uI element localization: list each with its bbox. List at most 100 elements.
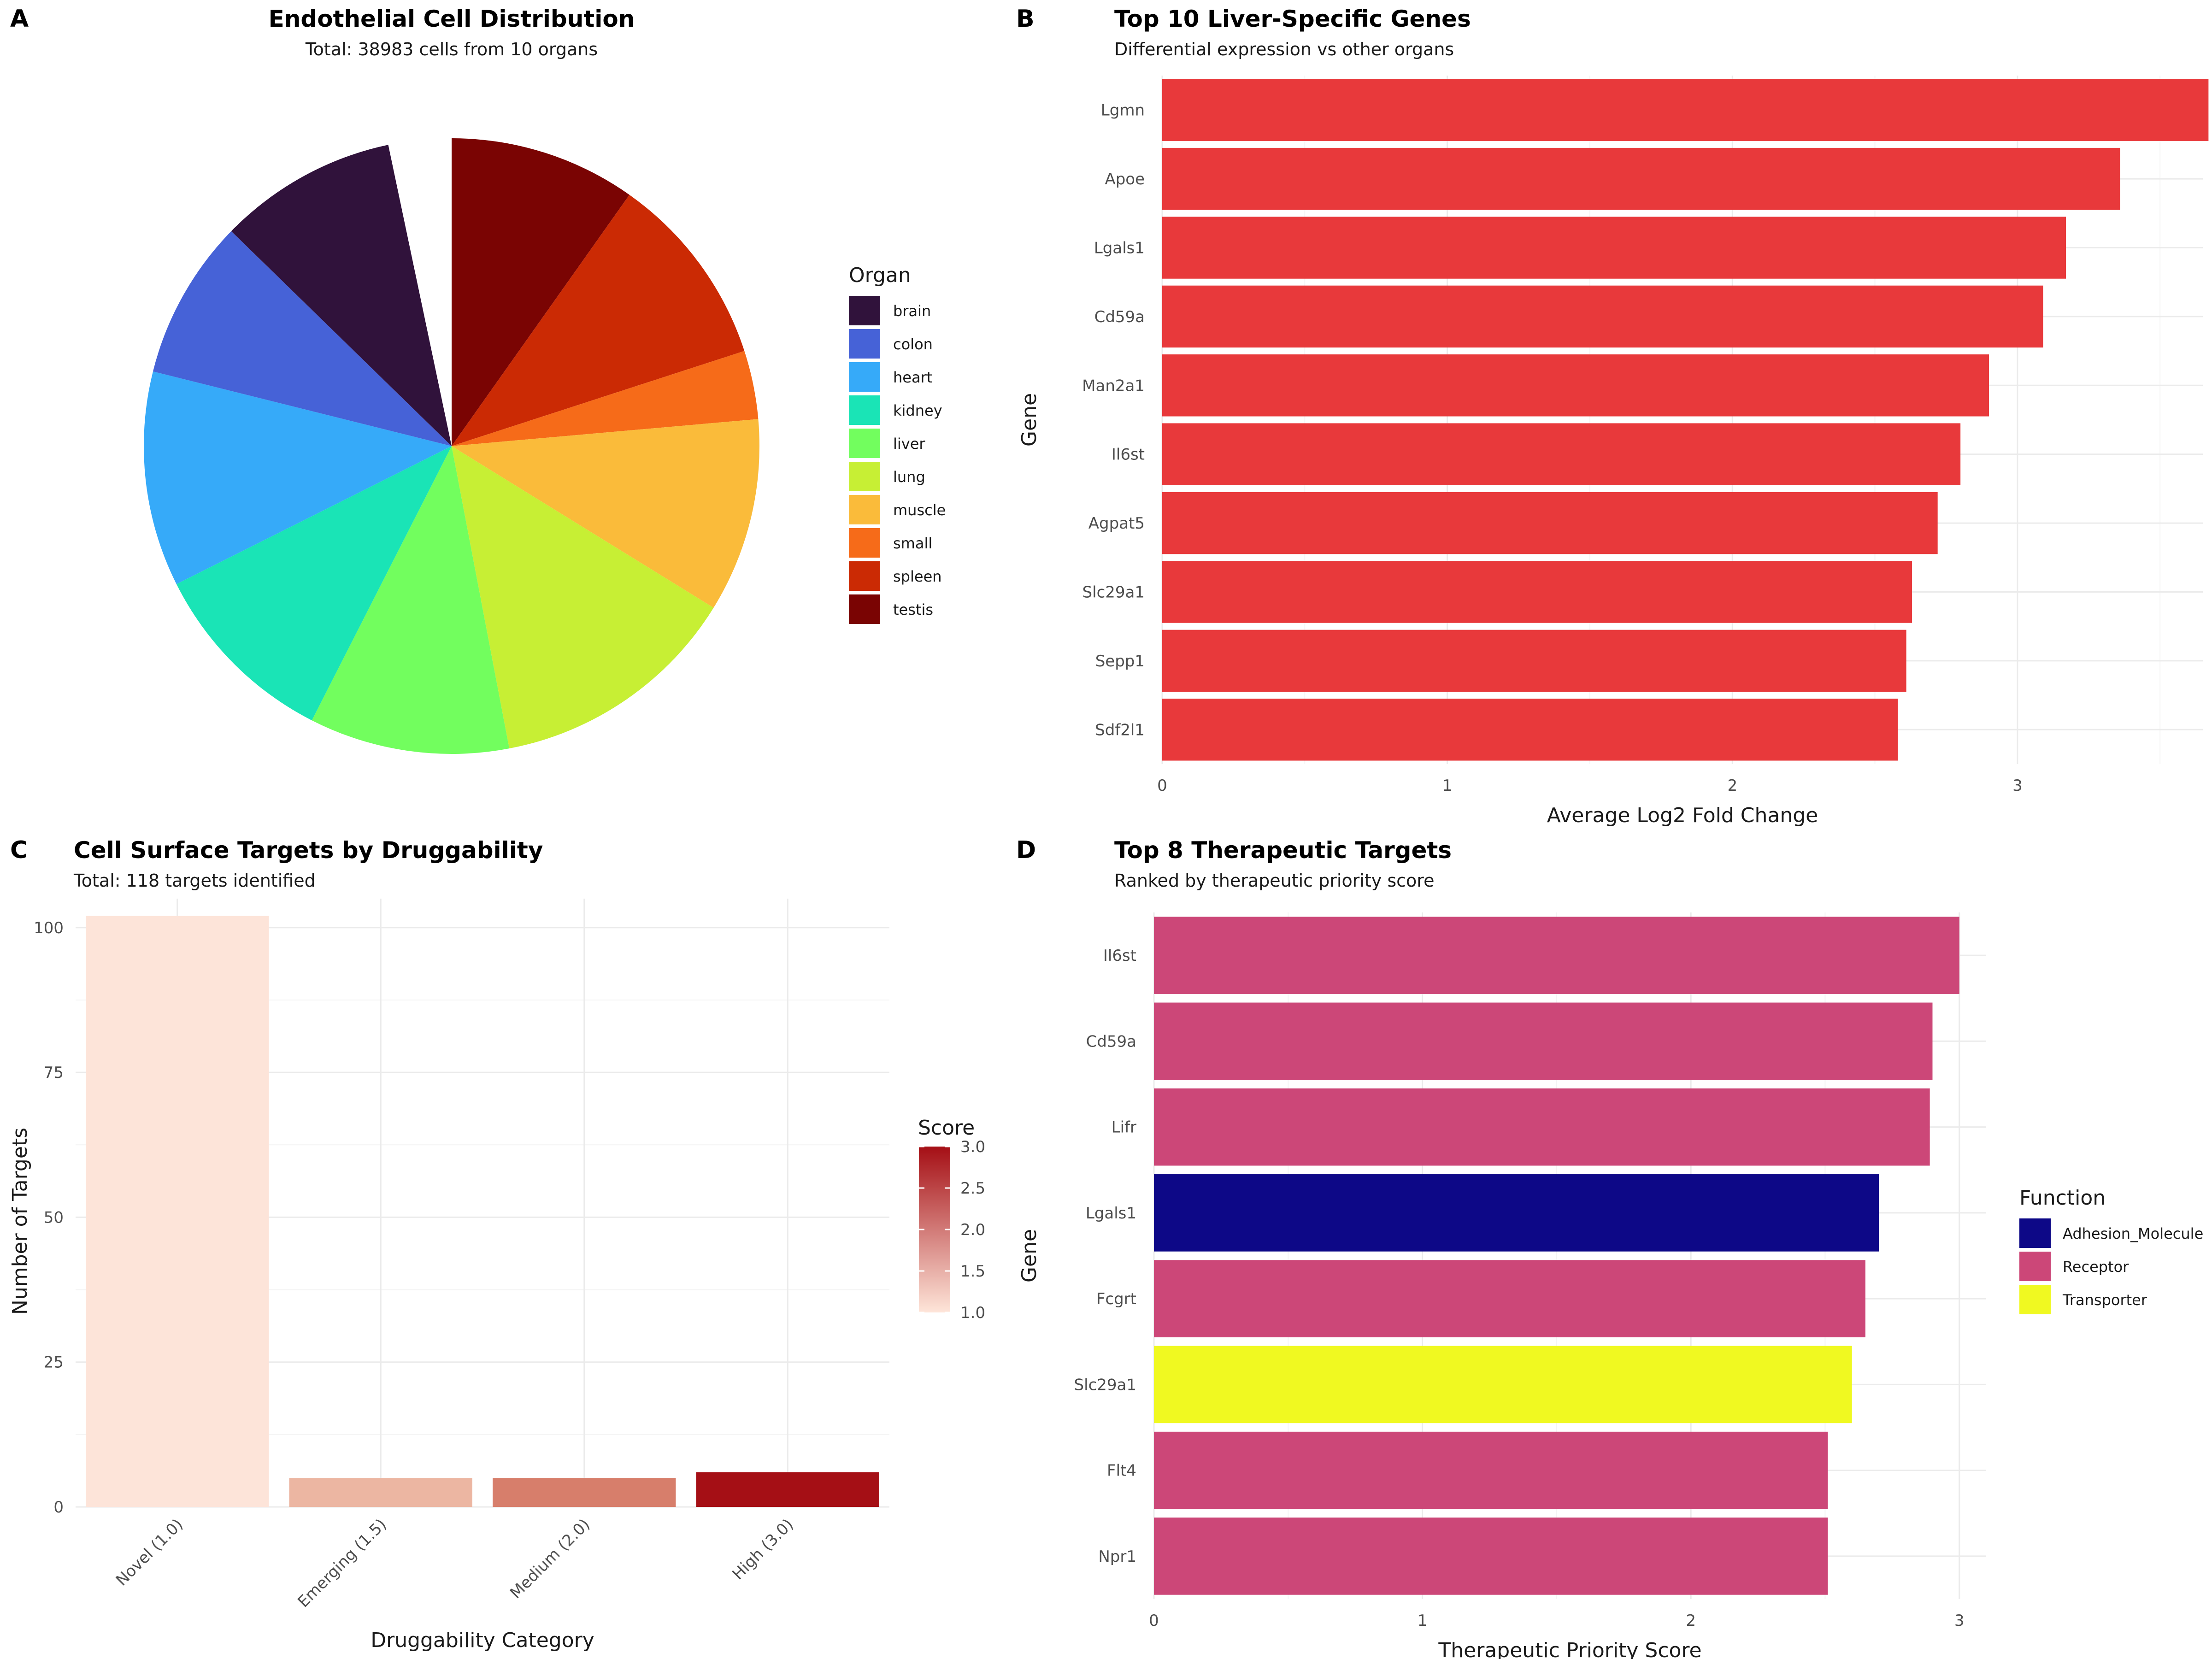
targets-y-axis-label: Gene xyxy=(1018,1229,1041,1282)
drug-x-tick-label: High (3.0) xyxy=(729,1515,797,1583)
panel-a-tag: A xyxy=(10,5,29,33)
legend-swatch-small xyxy=(849,528,880,558)
genes-y-tick-label: Cd59a xyxy=(1094,308,1145,326)
legend-label-testis: testis xyxy=(893,601,933,618)
panel-c-tag: C xyxy=(10,836,28,864)
legend-label-colon: colon xyxy=(893,335,933,353)
drug-bar-novel-1-0 xyxy=(86,916,269,1507)
drug-y-tick-label: 75 xyxy=(44,1064,64,1082)
genes-bar-lgmn xyxy=(1162,79,2209,141)
score-colorbar-label: 2.0 xyxy=(960,1221,985,1239)
legend-label-kidney: kidney xyxy=(893,402,942,419)
targets-x-tick-label: 3 xyxy=(1954,1612,1965,1630)
panel-d-title: Top 8 Therapeutic Targets xyxy=(1114,837,1452,864)
legend-label-brain: brain xyxy=(893,302,931,320)
targets-x-tick-label: 0 xyxy=(1149,1612,1159,1630)
function-legend-swatch-adhesion-molecule xyxy=(2019,1218,2051,1248)
genes-bar-agpat5 xyxy=(1162,492,1938,554)
genes-y-tick-label: Il6st xyxy=(1112,446,1145,464)
drug-x-tick-label: Medium (2.0) xyxy=(506,1515,594,1602)
genes-bar-man2a1 xyxy=(1162,354,1989,417)
legend-swatch-liver xyxy=(849,429,880,458)
legend-label-heart: heart xyxy=(893,369,932,386)
pie-slice-spleen xyxy=(452,194,745,446)
legend-label-spleen: spleen xyxy=(893,568,942,585)
targets-y-tick-label: Flt4 xyxy=(1107,1462,1136,1480)
function-legend-label-transporter: Transporter xyxy=(2062,1291,2147,1309)
genes-y-tick-label: Sdf2l1 xyxy=(1095,721,1145,739)
drug-y-axis-label: Number of Targets xyxy=(8,1128,32,1315)
pie-slice-heart xyxy=(144,371,452,584)
legend-label-lung: lung xyxy=(893,468,925,486)
pie-slice-muscle xyxy=(452,419,760,608)
drug-y-tick-label: 50 xyxy=(44,1208,64,1227)
legend-label-small: small xyxy=(893,535,932,552)
function-legend-swatch-transporter xyxy=(2019,1285,2051,1314)
targets-bar-fcgrt xyxy=(1154,1260,1865,1337)
drug-y-tick-label: 100 xyxy=(34,919,64,937)
legend-swatch-spleen xyxy=(849,561,880,591)
pie-slice-testis xyxy=(452,138,629,446)
genes-x-tick-label: 3 xyxy=(2012,777,2023,795)
genes-bar-cd59a xyxy=(1162,285,2043,348)
genes-y-tick-label: Lgmn xyxy=(1101,101,1145,120)
genes-y-axis-label: Gene xyxy=(1018,393,1041,447)
targets-y-tick-label: Npr1 xyxy=(1098,1547,1136,1566)
genes-y-tick-label: Man2a1 xyxy=(1082,377,1145,395)
organ-legend-title: Organ xyxy=(849,264,911,287)
targets-y-tick-label: Cd59a xyxy=(1086,1032,1136,1051)
panel-b-title: Top 10 Liver-Specific Genes xyxy=(1114,6,1471,32)
genes-x-axis-label: Average Log2 Fold Change xyxy=(1547,804,1818,827)
targets-bar-flt4 xyxy=(1154,1431,1828,1509)
drug-y-tick-label: 25 xyxy=(44,1353,64,1372)
drug-x-tick-label: Emerging (1.5) xyxy=(294,1515,390,1611)
score-colorbar-label: 1.0 xyxy=(960,1304,985,1322)
score-colorbar-label: 3.0 xyxy=(960,1138,985,1156)
legend-swatch-kidney xyxy=(849,395,880,425)
genes-y-tick-label: Lgals1 xyxy=(1094,239,1145,258)
targets-y-tick-label: Slc29a1 xyxy=(1074,1376,1136,1394)
pie-slice-kidney xyxy=(176,446,452,721)
genes-y-tick-label: Apoe xyxy=(1105,170,1145,188)
legend-swatch-brain xyxy=(849,296,880,325)
targets-x-axis-label: Therapeutic Priority Score xyxy=(1438,1639,1701,1659)
legend-swatch-heart xyxy=(849,362,880,392)
targets-x-tick-label: 1 xyxy=(1418,1612,1428,1630)
targets-y-tick-label: Lgals1 xyxy=(1086,1204,1136,1223)
genes-y-tick-label: Sepp1 xyxy=(1095,652,1145,671)
legend-swatch-testis xyxy=(849,594,880,624)
score-colorbar-label: 2.5 xyxy=(960,1179,985,1198)
drug-x-tick-label: Novel (1.0) xyxy=(112,1515,187,1589)
panel-c-subtitle: Total: 118 targets identified xyxy=(73,871,316,891)
function-legend-swatch-receptor xyxy=(2019,1252,2051,1281)
legend-swatch-muscle xyxy=(849,495,880,524)
legend-swatch-lung xyxy=(849,462,880,491)
targets-bar-npr1 xyxy=(1154,1518,1828,1595)
genes-bar-sdf2l1 xyxy=(1162,699,1898,761)
panel-a-subtitle: Total: 38983 cells from 10 organs xyxy=(305,39,598,59)
targets-y-tick-label: Il6st xyxy=(1103,947,1136,965)
genes-x-tick-label: 0 xyxy=(1157,777,1167,795)
drug-bar-medium-2-0 xyxy=(493,1478,676,1507)
targets-y-tick-label: Fcgrt xyxy=(1096,1290,1136,1308)
genes-bar-il6st xyxy=(1162,423,1961,485)
pie-slice-small xyxy=(452,351,759,446)
therapeutic-targets-bar-chart: 0 1 2 3 Il6st Cd59a Lifr Lgals1 Fcgrt Slc29a1 Flt4… xyxy=(1018,912,2203,1659)
drug-y-tick-label: 0 xyxy=(53,1498,64,1517)
pie-slice-brain xyxy=(231,145,452,446)
targets-bar-lgals1 xyxy=(1154,1174,1879,1252)
targets-bar-slc29a1 xyxy=(1154,1346,1852,1424)
genes-bar-slc29a1 xyxy=(1162,561,1912,623)
panel-c-title: Cell Surface Targets by Druggability xyxy=(74,837,543,864)
targets-bar-il6st xyxy=(1154,917,1959,994)
pie-slice-colon xyxy=(153,231,452,446)
drug-bar-high-3-0 xyxy=(696,1472,879,1507)
targets-bar-cd59a xyxy=(1154,1002,1933,1080)
liver-genes-bar-chart: 0 1 2 3 Lgmn Apoe Lgals1 Cd59a Man2a1 Il6st Agpat5… xyxy=(1018,76,2209,827)
function-legend-title: Function xyxy=(2019,1186,2106,1210)
targets-x-tick-label: 2 xyxy=(1686,1612,1696,1630)
druggability-bar-chart: 0 25 50 75 100 Novel (1.0) Emerging (1.5) Mediu… xyxy=(8,899,985,1652)
legend-label-muscle: muscle xyxy=(893,501,946,519)
score-legend-title: Score xyxy=(918,1116,975,1140)
